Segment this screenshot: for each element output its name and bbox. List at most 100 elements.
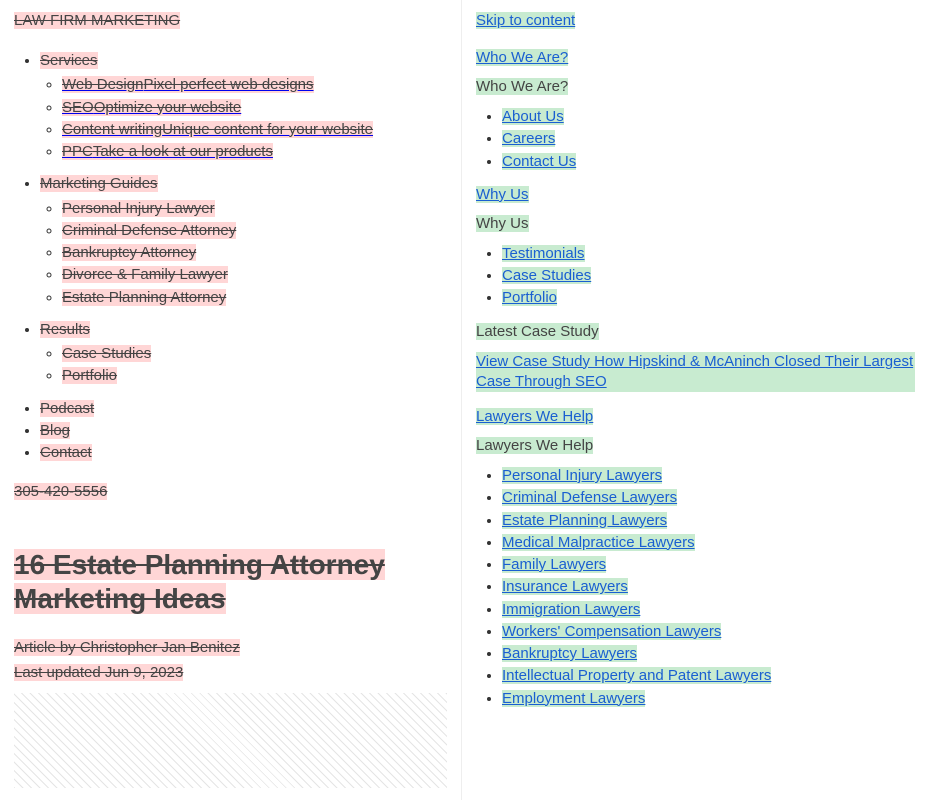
nav-guide-link[interactable]: Bankruptcy Attorney [62,244,196,261]
who-we-are-heading: Who We Are? [476,78,568,95]
skip-link[interactable]: Skip to content [476,12,575,29]
why-us-link[interactable]: Why Us [476,186,529,203]
list-item: Personal Injury Lawyer [62,199,447,219]
nav-service-link[interactable]: PPCTake a look at our products [62,143,273,160]
who-item-link[interactable]: Careers [502,130,555,147]
right-pane: Skip to content Who We Are? Who We Are? … [461,0,929,800]
nav-results-link[interactable]: Portfolio [62,367,117,384]
nav-service-item: Web DesignPixel perfect web designs [62,75,447,95]
nav-service-item: PPCTake a look at our products [62,142,447,162]
lawyer-item-link[interactable]: Insurance Lawyers [502,578,628,595]
who-list: About Us Careers Contact Us [476,107,915,172]
list-item: Medical Malpractice Lawyers [502,533,915,553]
nav-service-desc: Take a look at our products [93,143,273,160]
article-title: 16 Estate Planning Attorney Marketing Id… [14,548,447,615]
nav-services-label[interactable]: Services [40,52,98,69]
article-updated-text: Last updated Jun 9, 2023 [14,664,183,681]
latest-case-study-heading: Latest Case Study [476,323,599,340]
list-item: Bankruptcy Lawyers [502,644,915,664]
why-item-link[interactable]: Portfolio [502,289,557,306]
nav-service-title: PPC [62,143,93,160]
list-item: Case Studies [502,266,915,286]
list-item: Criminal Defense Attorney [62,221,447,241]
lawyers-we-help-heading: Lawyers We Help [476,437,593,454]
lawyer-item-link[interactable]: Estate Planning Lawyers [502,512,667,529]
article-byline: Article by Christopher Jan Benitez [14,639,447,656]
latest-case-study-link[interactable]: View Case Study How Hipskind & McAninch … [476,352,915,393]
nav-guides: Marketing Guides Personal Injury Lawyer … [40,174,447,308]
lawyer-item-link[interactable]: Personal Injury Lawyers [502,467,662,484]
nav-guides-label[interactable]: Marketing Guides [40,175,158,192]
nav-simple-link[interactable]: Podcast [40,400,94,417]
diff-view: LAW FIRM MARKETING Services Web DesignPi… [0,0,929,800]
article-updated: Last updated Jun 9, 2023 [14,664,447,681]
article-byline-text: Article by Christopher Jan Benitez [14,639,240,656]
list-item: Portfolio [62,366,447,386]
nav-results: Results Case Studies Portfolio [40,320,447,387]
list-item: Employment Lawyers [502,689,915,709]
nav-service-item: Content writingUnique content for your w… [62,120,447,140]
nav-results-label[interactable]: Results [40,321,90,338]
site-logo-link[interactable]: LAW FIRM MARKETING [14,12,180,29]
nav-guides-sub: Personal Injury Lawyer Criminal Defense … [40,199,447,308]
list-item: Criminal Defense Lawyers [502,488,915,508]
list-item: Portfolio [502,288,915,308]
nav-guide-link[interactable]: Divorce & Family Lawyer [62,266,228,283]
lawyer-item-link[interactable]: Bankruptcy Lawyers [502,645,637,662]
image-placeholder [14,693,447,788]
lawyer-item-link[interactable]: Immigration Lawyers [502,601,640,618]
list-item: Case Studies [62,344,447,364]
who-item-link[interactable]: Contact Us [502,153,576,170]
list-item: Bankruptcy Attorney [62,243,447,263]
list-item: Estate Planning Lawyers [502,511,915,531]
list-item: About Us [502,107,915,127]
nav-service-desc: Pixel perfect web designs [143,76,313,93]
nav-services-sub: Web DesignPixel perfect web designs SEOO… [40,75,447,162]
lawyer-item-link[interactable]: Criminal Defense Lawyers [502,489,677,506]
nav-services: Services Web DesignPixel perfect web des… [40,51,447,162]
nav-service-title: Web Design [62,76,143,93]
lawyers-we-help-link[interactable]: Lawyers We Help [476,408,593,425]
why-us-heading: Why Us [476,215,529,232]
who-we-are-link[interactable]: Who We Are? [476,49,568,66]
list-item: Contact Us [502,152,915,172]
nav-guide-link[interactable]: Estate Planning Attorney [62,289,226,306]
list-item: Testimonials [502,244,915,264]
why-list: Testimonials Case Studies Portfolio [476,244,915,309]
list-item: Blog [40,421,447,441]
lawyer-item-link[interactable]: Workers' Compensation Lawyers [502,623,721,640]
lawyer-item-link[interactable]: Intellectual Property and Patent Lawyers [502,667,771,684]
why-item-link[interactable]: Case Studies [502,267,591,284]
nav-service-item: SEOOptimize your website [62,98,447,118]
list-item: Estate Planning Attorney [62,288,447,308]
list-item: Contact [40,443,447,463]
left-pane: LAW FIRM MARKETING Services Web DesignPi… [0,0,461,800]
nav-service-link[interactable]: Content writingUnique content for your w… [62,121,373,138]
nav-guide-link[interactable]: Criminal Defense Attorney [62,222,236,239]
nav-service-link[interactable]: Web DesignPixel perfect web designs [62,76,314,93]
list-item: Insurance Lawyers [502,577,915,597]
why-item-link[interactable]: Testimonials [502,245,585,262]
phone-link[interactable]: 305-420-5556 [14,483,107,500]
list-item: Podcast [40,399,447,419]
list-item: Divorce & Family Lawyer [62,265,447,285]
list-item: Personal Injury Lawyers [502,466,915,486]
who-item-link[interactable]: About Us [502,108,564,125]
list-item: Family Lawyers [502,555,915,575]
lawyer-item-link[interactable]: Employment Lawyers [502,690,645,707]
lawyer-item-link[interactable]: Medical Malpractice Lawyers [502,534,695,551]
nav-service-desc: Unique content for your website [162,121,373,138]
lawyer-item-link[interactable]: Family Lawyers [502,556,606,573]
nav-simple-link[interactable]: Blog [40,422,70,439]
lawyers-list: Personal Injury Lawyers Criminal Defense… [476,466,915,709]
nav-results-link[interactable]: Case Studies [62,345,151,362]
nav-service-link[interactable]: SEOOptimize your website [62,99,241,116]
nav-results-sub: Case Studies Portfolio [40,344,447,387]
nav-guide-link[interactable]: Personal Injury Lawyer [62,200,215,217]
nav-service-title: SEO [62,99,94,116]
list-item: Careers [502,129,915,149]
nav-service-title: Content writing [62,121,162,138]
left-nav: Services Web DesignPixel perfect web des… [14,51,447,463]
nav-service-desc: Optimize your website [94,99,242,116]
nav-simple-link[interactable]: Contact [40,444,92,461]
